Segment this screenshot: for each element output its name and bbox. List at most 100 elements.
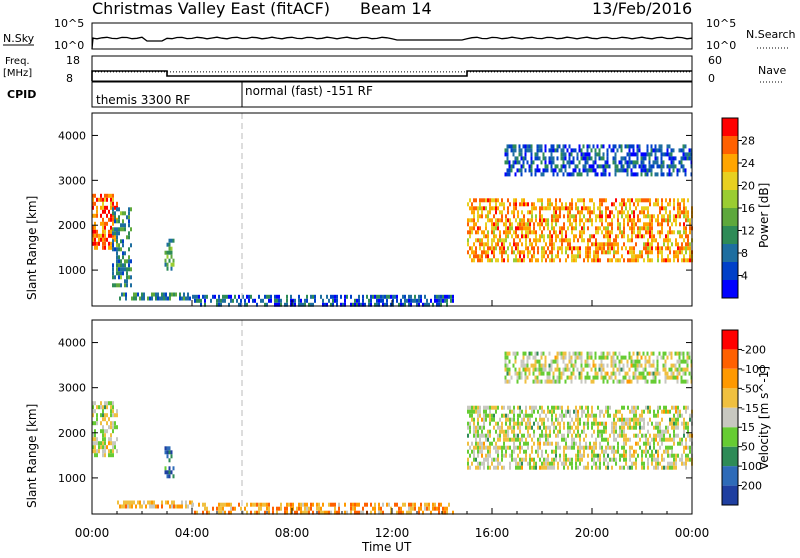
heatmap-cell [475,238,477,243]
heatmap-cell [633,210,635,215]
heatmap-cell [92,437,94,442]
heatmap-cell [681,234,683,239]
heatmap-cell [246,510,248,515]
heatmap-cell [655,421,657,426]
heatmap-cell [487,238,489,243]
heatmap-cell [683,254,685,259]
heatmap-cell [649,409,651,414]
heatmap-cell [519,222,521,227]
heatmap-cell [639,254,641,259]
heatmap-cell [669,417,671,422]
heatmap-cell [489,198,491,203]
heatmap-cell [567,246,569,251]
heatmap-cell [274,298,276,303]
heatmap-cell [581,429,583,434]
heatmap-cell [637,441,639,446]
heatmap-cell [639,230,641,235]
heatmap-cell [94,213,96,218]
heatmap-cell [559,210,561,215]
heatmap-cell [236,298,238,303]
heatmap-cell [563,226,565,231]
heatmap-cell [577,425,579,430]
heatmap-cell [543,238,545,243]
heatmap-cell [624,375,627,380]
heatmap-cell [567,433,569,438]
heatmap-cell [571,222,573,227]
heatmap-cell [94,225,96,230]
heatmap-cell [487,461,489,466]
heatmap-cell [612,371,615,376]
heatmap-cell [94,449,96,454]
heatmap-cell [362,298,364,303]
heatmap-cell [294,510,296,515]
heatmap-cell [613,238,615,243]
heatmap-cell [513,425,515,430]
heatmap-cell [683,214,685,219]
heatmap-cell [549,461,551,466]
heatmap-cell [481,449,483,454]
heatmap-cell [675,425,677,430]
colorbar-tick-label: 4 [741,270,748,283]
heatmap-cell [649,250,651,255]
heatmap-cell [636,144,639,149]
heatmap-cell [549,238,551,243]
heatmap-cell [687,246,689,251]
heatmap-cell [665,238,667,243]
heatmap-cell [551,226,553,231]
heatmap-cell [537,449,539,454]
heatmap-cell [673,465,675,470]
heatmap-cell [635,413,637,418]
heatmap-cell [122,227,124,232]
heatmap-cell [645,242,647,247]
heatmap-cell [513,258,515,263]
heatmap-cell [526,375,529,380]
heatmap-cell [679,234,681,239]
heatmap-cell [643,421,645,426]
heatmap-cell [630,359,633,364]
heatmap-cell [681,258,683,263]
heatmap-cell [685,437,687,442]
heatmap-cell [579,445,581,450]
heatmap-cell [108,209,110,214]
heatmap-cell [540,367,543,372]
heatmap-cell [651,457,653,462]
heatmap-cell [570,152,573,157]
heatmap-cell [565,445,567,450]
heatmap-cell [514,371,517,376]
heatmap-cell [579,246,581,251]
heatmap-cell [501,246,503,251]
heatmap-cell [545,206,547,211]
heatmap-cell [568,144,571,149]
heatmap-cell [595,465,597,470]
heatmap-cell [568,375,571,380]
heatmap-cell [473,457,475,462]
heatmap-cell [467,238,469,243]
heatmap-cell [651,449,653,454]
cpid-program-1: themis 3300 RF [96,93,190,107]
heatmap-cell [600,144,603,149]
heatmap-cell [602,351,605,356]
heatmap-cell [467,441,469,446]
heatmap-cell [587,226,589,231]
heatmap-cell [563,457,565,462]
heatmap-cell [539,226,541,231]
heatmap-cell [114,413,116,418]
heatmap-cell [222,298,224,303]
heatmap-cell [306,510,308,515]
heatmap-cell [398,506,400,511]
heatmap-cell [651,242,653,247]
heatmap-cell [644,152,647,157]
heatmap-cell [533,202,535,207]
heatmap-cell [547,226,549,231]
heatmap-cell [524,156,527,161]
heatmap-cell [685,409,687,414]
heatmap-cell [250,294,252,299]
heatmap-cell [535,258,537,263]
heatmap-cell [112,405,114,410]
heatmap-cell [298,294,300,299]
heatmap-cell [652,148,655,153]
heatmap-cell [663,258,665,263]
heatmap-cell [538,367,541,372]
heatmap-cell [157,292,159,297]
heatmap-cell [647,222,649,227]
